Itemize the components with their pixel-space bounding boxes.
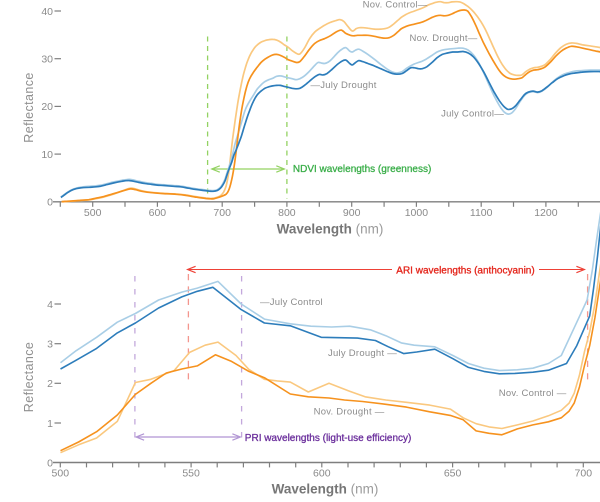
svg-text:550: 550	[182, 468, 200, 480]
svg-text:—July Drought: —July Drought	[311, 80, 377, 91]
svg-text:2: 2	[47, 378, 53, 390]
svg-text:Reflectance: Reflectance	[22, 72, 36, 142]
svg-text:Nov. Drought —: Nov. Drought —	[314, 407, 385, 418]
svg-text:—July Control: —July Control	[260, 297, 323, 308]
svg-text:900: 900	[343, 207, 361, 219]
svg-text:NDVI wavelengths (greenness): NDVI wavelengths (greenness)	[293, 164, 431, 175]
svg-text:600: 600	[313, 468, 331, 480]
svg-text:10: 10	[41, 149, 53, 161]
svg-text:ARI wavelengths (anthocyanin): ARI wavelengths (anthocyanin)	[396, 265, 534, 276]
svg-text:PRI wavelengths (light-use eff: PRI wavelengths (light-use efficiency)	[245, 433, 412, 444]
svg-text:Wavelength (nm): Wavelength (nm)	[277, 222, 384, 237]
svg-text:600: 600	[149, 207, 167, 219]
svg-text:Wavelength (nm): Wavelength (nm)	[272, 482, 379, 497]
svg-text:30: 30	[41, 54, 53, 66]
svg-text:July Drought —: July Drought —	[328, 348, 397, 359]
svg-text:700: 700	[213, 207, 231, 219]
svg-text:Reflectance: Reflectance	[22, 342, 36, 412]
svg-text:40: 40	[41, 6, 53, 18]
svg-text:Nov. Control—: Nov. Control—	[363, 0, 428, 10]
svg-text:500: 500	[84, 207, 102, 219]
svg-text:1100: 1100	[470, 207, 493, 219]
svg-text:1000: 1000	[405, 207, 429, 219]
svg-text:700: 700	[575, 468, 593, 480]
svg-text:4: 4	[47, 299, 53, 311]
svg-text:Nov. Control —: Nov. Control —	[499, 388, 567, 399]
svg-text:0: 0	[47, 197, 53, 209]
svg-text:20: 20	[41, 101, 53, 113]
svg-text:500: 500	[52, 468, 70, 480]
svg-text:Nov. Drought—: Nov. Drought—	[409, 33, 477, 44]
svg-text:1200: 1200	[534, 207, 558, 219]
svg-text:0: 0	[47, 457, 53, 469]
svg-text:1: 1	[47, 418, 53, 430]
svg-text:July Control—: July Control—	[441, 109, 504, 120]
svg-text:3: 3	[47, 339, 53, 351]
svg-text:800: 800	[278, 207, 296, 219]
svg-text:650: 650	[444, 468, 462, 480]
